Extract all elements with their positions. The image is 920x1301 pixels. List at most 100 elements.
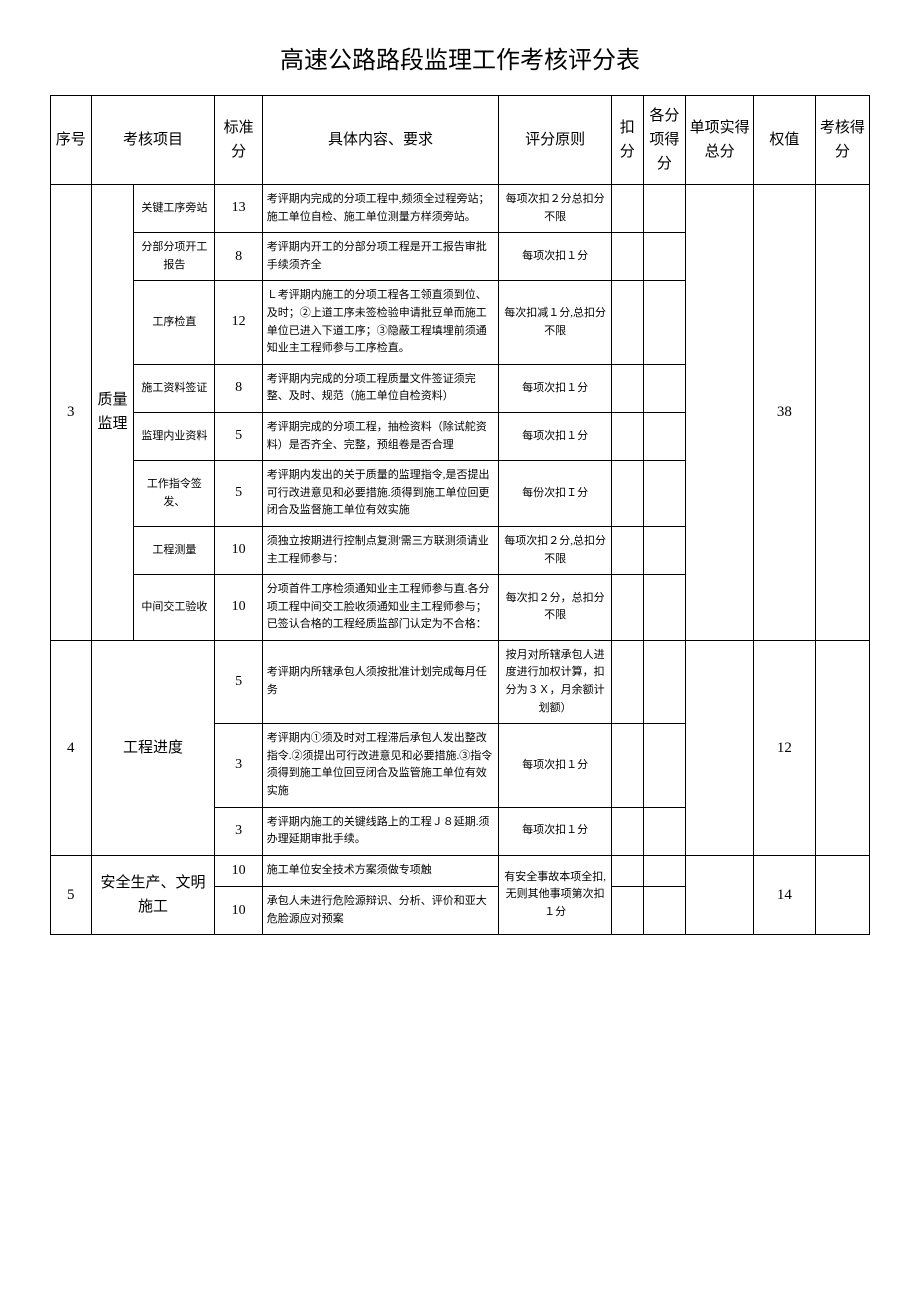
subscore-cell <box>643 233 686 281</box>
header-deduct: 扣分 <box>611 96 643 185</box>
deduct-cell <box>611 807 643 855</box>
rule-cell: 每次扣减１分,总扣分不限 <box>499 281 612 364</box>
subscore-cell <box>643 412 686 460</box>
subscore-cell <box>643 461 686 527</box>
rule-cell: 每项次扣１分 <box>499 233 612 281</box>
header-rule: 评分原则 <box>499 96 612 185</box>
score-cell: 10 <box>215 526 262 574</box>
sub-cell: 中间交工验收 <box>134 575 215 641</box>
content-cell: 分项首件工序检须通知业主工程师参与直.各分项工程中间交工脸收须通知业主工程师参与… <box>262 575 499 641</box>
final-cell <box>815 855 869 935</box>
sub-cell: 分部分项开工报告 <box>134 233 215 281</box>
header-row: 序号 考核项目 标准分 具体内容、要求 评分原则 扣分 各分项得分 单项实得总分… <box>51 96 870 185</box>
content-cell: 考评期内施工的关键线路上的工程Ｊ８延期.须办理延期审批手续。 <box>262 807 499 855</box>
weight-cell: 14 <box>753 855 815 935</box>
score-cell: 5 <box>215 412 262 460</box>
content-cell: 考评期内①须及时对工程滞后承包人发出整改指令.②须提出可行改进意见和必要措施.③… <box>262 724 499 807</box>
score-cell: 13 <box>215 185 262 233</box>
rule-cell: 每份次扣Ｉ分 <box>499 461 612 527</box>
content-cell: 承包人未进行危险源辩识、分析、评价和亚大危脸源应对预案 <box>262 887 499 935</box>
subscore-cell <box>643 887 686 935</box>
total-cell <box>686 185 754 641</box>
deduct-cell <box>611 281 643 364</box>
final-cell <box>815 640 869 855</box>
content-cell: 考评期内发出的关于质量的监理指令,是否提出可行改进意见和必要措施.须得到施工单位… <box>262 461 499 527</box>
deduct-cell <box>611 640 643 723</box>
deduct-cell <box>611 526 643 574</box>
score-cell: 10 <box>215 855 262 886</box>
deduct-cell <box>611 461 643 527</box>
sub-cell: 关键工序旁站 <box>134 185 215 233</box>
deduct-cell <box>611 724 643 807</box>
score-cell: 8 <box>215 233 262 281</box>
content-cell: Ｌ考评期内施工的分项工程各工领直须到位、及时；②上道工序未签检验申请批豆单而施工… <box>262 281 499 364</box>
subscore-cell <box>643 575 686 641</box>
rule-cell: 每项次扣２分,总扣分不限 <box>499 526 612 574</box>
subscore-cell <box>643 281 686 364</box>
deduct-cell <box>611 233 643 281</box>
rule-cell: 每项次扣１分 <box>499 364 612 412</box>
rule-cell: 每项次扣２分总扣分不限 <box>499 185 612 233</box>
score-cell: 10 <box>215 887 262 935</box>
total-cell <box>686 640 754 855</box>
rule-cell: 每项次扣１分 <box>499 724 612 807</box>
table-row: 4 工程进度 5 考评期内所辖承包人须按批准计划完成每月任务 按月对所辖承包人进… <box>51 640 870 723</box>
table-row: 3 质量监理 关键工序旁站 13 考评期内完成的分项工程中,频须全过程旁站；施工… <box>51 185 870 233</box>
rule-cell: 有安全事故本项全扣,无则其他事项第次扣１分 <box>499 855 612 935</box>
header-total: 单项实得总分 <box>686 96 754 185</box>
deduct-cell <box>611 887 643 935</box>
weight-cell: 38 <box>753 185 815 641</box>
assessment-table: 序号 考核项目 标准分 具体内容、要求 评分原则 扣分 各分项得分 单项实得总分… <box>50 95 870 935</box>
page-title: 高速公路路段监理工作考核评分表 <box>50 40 870 75</box>
score-cell: 3 <box>215 807 262 855</box>
category-cell: 工程进度 <box>91 640 215 855</box>
content-cell: 考评期内所辖承包人须按批准计划完成每月任务 <box>262 640 499 723</box>
content-cell: 施工单位安全技术方案须做专项触 <box>262 855 499 886</box>
score-cell: 12 <box>215 281 262 364</box>
total-cell <box>686 855 754 935</box>
score-cell: 5 <box>215 461 262 527</box>
subscore-cell <box>643 855 686 886</box>
sub-cell: 施工资料签证 <box>134 364 215 412</box>
subscore-cell <box>643 526 686 574</box>
score-cell: 10 <box>215 575 262 641</box>
final-cell <box>815 185 869 641</box>
category-cell: 安全生产、文明施工 <box>91 855 215 935</box>
header-category: 考核项目 <box>91 96 215 185</box>
content-cell: 考评期内完成的分项工程质量文件签证须完整、及时、规范（施工单位自检资料） <box>262 364 499 412</box>
deduct-cell <box>611 185 643 233</box>
category-cell: 质量监理 <box>91 185 134 641</box>
sub-cell: 监理内业资料 <box>134 412 215 460</box>
weight-cell: 12 <box>753 640 815 855</box>
subscore-cell <box>643 640 686 723</box>
deduct-cell <box>611 412 643 460</box>
rule-cell: 每项次扣１分 <box>499 807 612 855</box>
deduct-cell <box>611 364 643 412</box>
deduct-cell <box>611 855 643 886</box>
subscore-cell <box>643 185 686 233</box>
subscore-cell <box>643 724 686 807</box>
deduct-cell <box>611 575 643 641</box>
seq-cell: 3 <box>51 185 92 641</box>
seq-cell: 4 <box>51 640 92 855</box>
content-cell: 考评期完成的分项工程，抽检资料（除试舵资料）是否齐全、完整，预组卷是否合理 <box>262 412 499 460</box>
header-content: 具体内容、要求 <box>262 96 499 185</box>
header-subscore: 各分项得分 <box>643 96 686 185</box>
score-cell: 8 <box>215 364 262 412</box>
header-seq: 序号 <box>51 96 92 185</box>
sub-cell: 工程测量 <box>134 526 215 574</box>
seq-cell: 5 <box>51 855 92 935</box>
subscore-cell <box>643 807 686 855</box>
content-cell: 考评期内完成的分项工程中,频须全过程旁站；施工单位自检、施工单位测量方样须旁站。 <box>262 185 499 233</box>
rule-cell: 每次扣２分，总扣分不限 <box>499 575 612 641</box>
subscore-cell <box>643 364 686 412</box>
rule-cell: 每项次扣１分 <box>499 412 612 460</box>
table-row: 5 安全生产、文明施工 10 施工单位安全技术方案须做专项触 有安全事故本项全扣… <box>51 855 870 886</box>
content-cell: 考评期内开工的分部分项工程是开工报告审批手续须齐全 <box>262 233 499 281</box>
header-weight: 权值 <box>753 96 815 185</box>
score-cell: 3 <box>215 724 262 807</box>
sub-cell: 工序检直 <box>134 281 215 364</box>
rule-cell: 按月对所辖承包人进度进行加权计算，扣分为３Ｘ，月余额计划额） <box>499 640 612 723</box>
content-cell: 须独立按期进行控制点复测'需三方联测须请业主工程师参与： <box>262 526 499 574</box>
sub-cell: 工作指令签发、 <box>134 461 215 527</box>
